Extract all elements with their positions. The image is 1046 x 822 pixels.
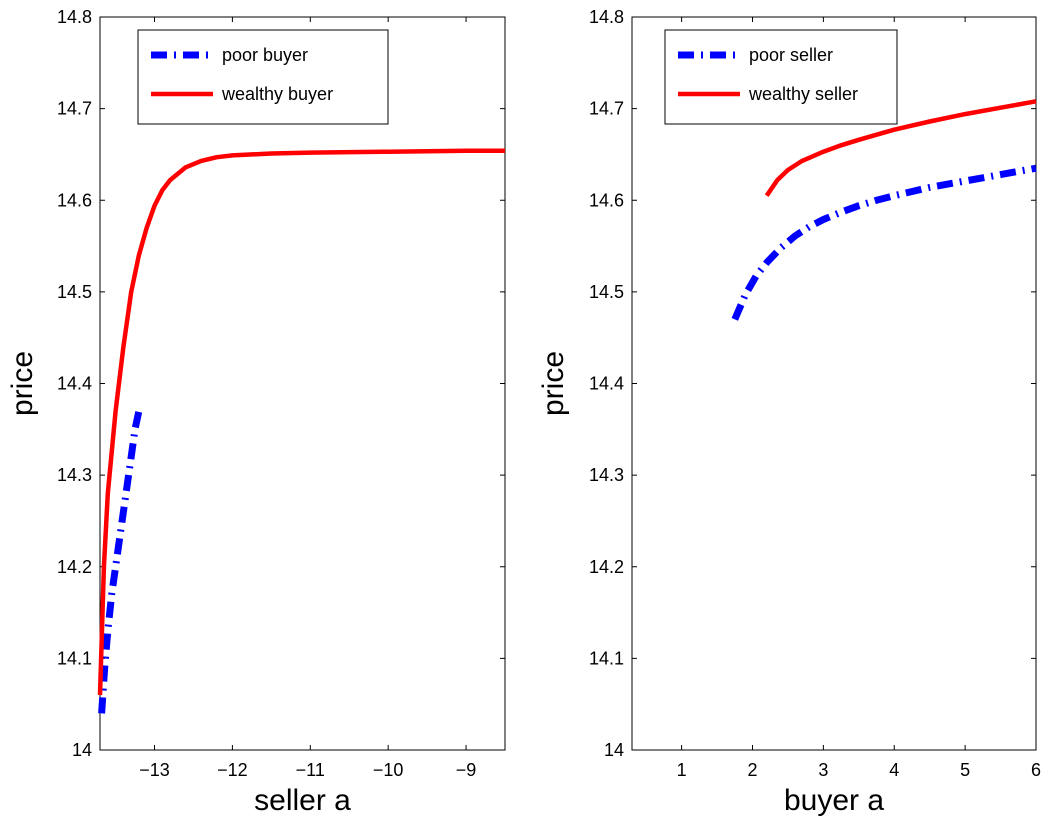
y-tick-label: 14.2 [57, 557, 92, 577]
series-line-wealthy-seller [764, 99, 1037, 197]
y-tick-label: 14.6 [57, 190, 92, 210]
x-tick-label: −12 [217, 760, 248, 780]
series-line-poor-buyer [98, 410, 143, 714]
x-tick-label: 2 [747, 760, 757, 780]
x-axis-label: buyer a [784, 784, 884, 817]
chart-panel-1: 14 14.1 14.2 14.3 14.4 14.5 14.6 14.7 14.8 −13 −12… [6, 7, 506, 817]
y-tick-label: 14.3 [589, 465, 624, 485]
y-tick-label: 14 [604, 740, 624, 760]
y-axis-label: price [6, 351, 39, 416]
y-tick-label: 14.8 [589, 7, 624, 27]
y-tick-label: 14.8 [57, 7, 92, 27]
y-tick-label: 14.4 [589, 374, 624, 394]
series-line-poor-seller [731, 164, 1037, 321]
x-tick-label: −10 [373, 760, 404, 780]
y-tick-label: 14.4 [57, 374, 92, 394]
plot-area-frame [99, 16, 506, 751]
y-axis-label: price [537, 351, 570, 416]
y-tick-label: 14.6 [589, 190, 624, 210]
chart-panel-2: 14 14.1 14.2 14.3 14.4 14.5 14.6 14.7 14.8 1 2 3 4 5 6… [537, 7, 1041, 817]
legend-label: wealthy seller [748, 84, 858, 104]
legend-label: wealthy buyer [221, 84, 333, 104]
y-tick-label: 14.5 [57, 282, 92, 302]
y-tick-label: 14.1 [57, 648, 92, 668]
y-tick-label: 14.7 [589, 99, 624, 119]
x-tick-label: 3 [818, 760, 828, 780]
legend-box [137, 29, 389, 125]
y-tick-label: 14.3 [57, 465, 92, 485]
x-axis-label: seller a [254, 784, 351, 817]
y-tick-label: 14.7 [57, 99, 92, 119]
x-tick-label: −9 [456, 760, 477, 780]
y-tick-label: 14.2 [589, 557, 624, 577]
legend-label: poor seller [749, 45, 833, 65]
x-tick-label: 5 [960, 760, 970, 780]
series-line-wealthy-buyer [97, 148, 505, 696]
legend-label: poor buyer [222, 45, 308, 65]
y-tick-label: 14.1 [589, 648, 624, 668]
x-tick-label: 1 [677, 760, 687, 780]
plot-area-frame [631, 16, 1037, 751]
x-tick-label: 6 [1031, 760, 1041, 780]
legend-box [664, 29, 898, 125]
y-tick-label: 14.5 [589, 282, 624, 302]
y-tick-label: 14 [72, 740, 92, 760]
x-tick-label: −11 [296, 760, 325, 780]
x-tick-label: 4 [889, 760, 899, 780]
x-tick-label: −13 [139, 760, 170, 780]
